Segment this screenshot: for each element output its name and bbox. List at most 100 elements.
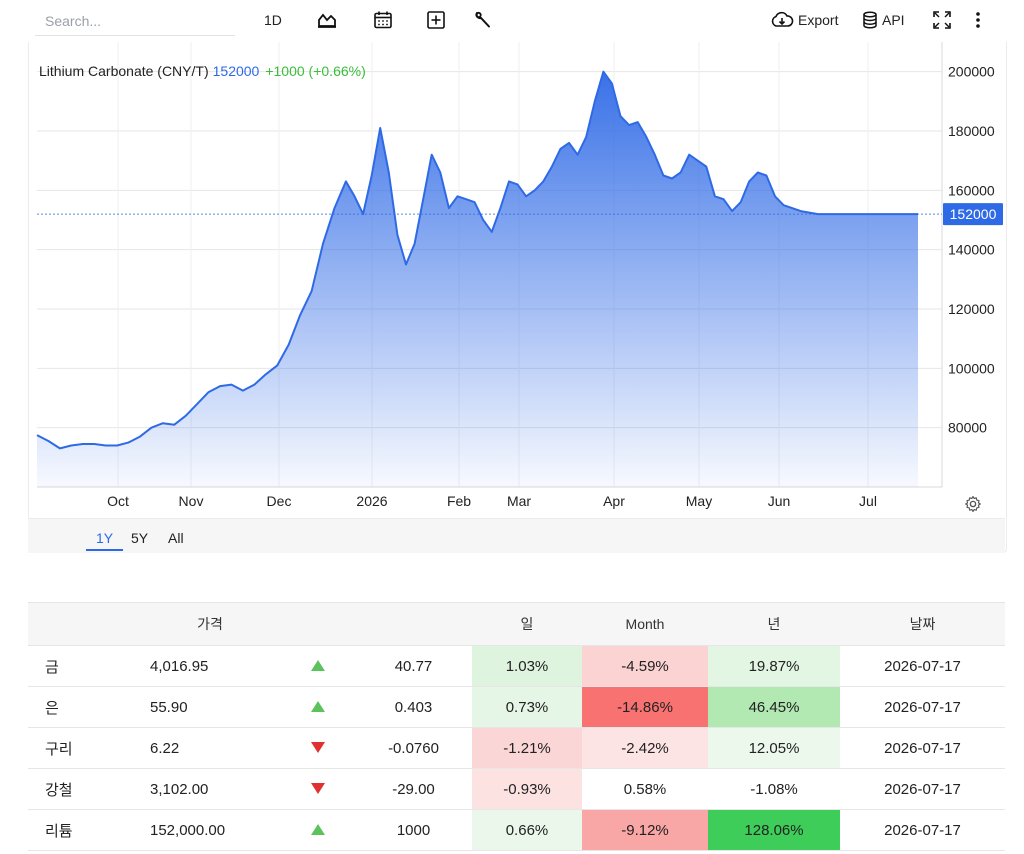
y-tick-label: 80000 [948,420,987,436]
table-row[interactable]: 리튬 152,000.00 1000 0.66% -9.12% 128.06% 2026-0… [28,809,1005,851]
y-tick-label: 180000 [948,123,995,139]
table-row[interactable]: 은 55.90 0.403 0.73% -14.86% 46.45% 2026-07-17 [28,686,1005,728]
year-change-cell: 46.45% [708,686,840,728]
y-tick-label: 200000 [948,64,995,80]
day-change-cell: 1.03% [472,645,582,687]
x-tick-label: May [686,493,712,509]
header-year[interactable]: 년 [708,602,840,646]
chart-type-button[interactable] [317,8,337,32]
calendar-icon [374,11,392,29]
header-month[interactable]: Month [582,602,708,646]
export-button[interactable]: Export [770,8,838,32]
y-tick-label: 100000 [948,360,995,376]
header-date[interactable]: 날짜 [840,602,1005,646]
range-1y-button[interactable]: 1Y [96,530,114,546]
x-tick-label: Jul [859,493,877,509]
y-tick-label: 140000 [948,242,995,258]
price-cell: 6.22 [140,727,280,769]
database-icon [863,11,877,29]
area-chart-icon [318,13,336,28]
api-label: API [882,12,905,28]
year-change-cell: 12.05% [708,727,840,769]
x-tick-label: Jun [768,493,791,509]
search-input[interactable] [35,6,235,36]
range-selector: 1Y 5Y All [28,518,1005,553]
date-cell: 2026-07-17 [840,809,1005,851]
change-cell: 1000 [355,809,472,851]
header-name [28,602,140,646]
triangle-up-icon [310,659,325,671]
cloud-download-icon [771,11,794,27]
year-change-cell: 128.06% [708,809,840,851]
table-row[interactable]: 강철 3,102.00 -29.00 -0.93% 0.58% -1.08% 2026-07… [28,768,1005,810]
x-tick-label: Dec [267,493,292,509]
y-tick-label: 120000 [948,301,995,317]
interval-button[interactable]: 1D [264,8,282,32]
month-change-cell: 0.58% [582,768,708,810]
x-tick-label: Nov [179,493,204,509]
price-cell: 4,016.95 [140,645,280,687]
header-change [355,602,472,646]
date-cell: 2026-07-17 [840,686,1005,728]
commodity-name[interactable]: 강철 [28,768,140,810]
day-change-cell: -0.93% [472,768,582,810]
plus-square-icon [427,11,445,29]
x-tick-label: Apr [603,493,625,509]
direction-cell [280,727,355,769]
fullscreen-icon [933,11,951,29]
header-price[interactable]: 가격 [140,602,280,646]
table-header-row: 가격 일 Month 년 날짜 [28,602,1005,646]
year-change-cell: -1.08% [708,768,840,810]
price-cell: 3,102.00 [140,768,280,810]
direction-cell [280,768,355,810]
api-button[interactable]: API [862,8,905,32]
header-day[interactable]: 일 [472,602,582,646]
commodities-table: 가격 일 Month 년 날짜 금 4,016.95 40.77 1.03% -4.59… [28,602,1005,851]
settings-gear-icon[interactable] [964,495,982,513]
price-cell: 55.90 [140,686,280,728]
price-chart[interactable]: 80000 100000 120000 140000 160000 180000 20000… [0,0,1024,520]
range-5y-button[interactable]: 5Y [131,530,149,546]
commodity-name[interactable]: 은 [28,686,140,728]
direction-cell [280,686,355,728]
price-series-line [36,70,918,450]
change-cell: -0.0760 [355,727,472,769]
commodity-name[interactable]: 금 [28,645,140,687]
range-all-button[interactable]: All [168,530,184,546]
triangle-up-icon [310,700,325,712]
triangle-down-icon [310,782,325,794]
wrench-icon [475,11,490,28]
x-tick-label: Mar [507,493,531,509]
header-arrow [280,602,355,646]
x-tick-label: 2026 [356,493,387,509]
compare-button[interactable] [426,8,446,32]
kebab-menu-icon [976,12,980,28]
chart-legend: Lithium Carbonate (CNY/T) 152000 +1000 (+0… [39,63,366,79]
fullscreen-button[interactable] [932,8,952,32]
x-tick-label: Feb [447,493,471,509]
commodity-name[interactable]: 리튬 [28,809,140,851]
table-row[interactable]: 금 4,016.95 40.77 1.03% -4.59% 19.87% 2026-07-1… [28,645,1005,687]
month-change-cell: -4.59% [582,645,708,687]
month-change-cell: -14.86% [582,686,708,728]
commodity-name[interactable]: 구리 [28,727,140,769]
day-change-cell: -1.21% [472,727,582,769]
interval-label: 1D [264,12,282,28]
legend-name: Lithium Carbonate (CNY/T) [39,63,209,79]
legend-price: 152000 [212,63,260,79]
month-change-cell: -2.42% [582,727,708,769]
day-change-cell: 0.73% [472,686,582,728]
indicators-button[interactable] [473,8,493,32]
direction-cell [280,809,355,851]
date-cell: 2026-07-17 [840,645,1005,687]
table-row[interactable]: 구리 6.22 -0.0760 -1.21% -2.42% 12.05% 2026-07-1… [28,727,1005,769]
range-active-indicator [86,549,123,551]
chart-toolbar: 1D Export API [0,0,1024,42]
legend-change: +1000 (+0.66%) [265,63,366,79]
x-tick-label: Oct [107,493,129,509]
y-tick-label: 160000 [948,182,995,198]
calendar-button[interactable] [373,8,393,32]
more-menu-button[interactable] [975,8,981,32]
export-label: Export [798,12,839,28]
year-change-cell: 19.87% [708,645,840,687]
